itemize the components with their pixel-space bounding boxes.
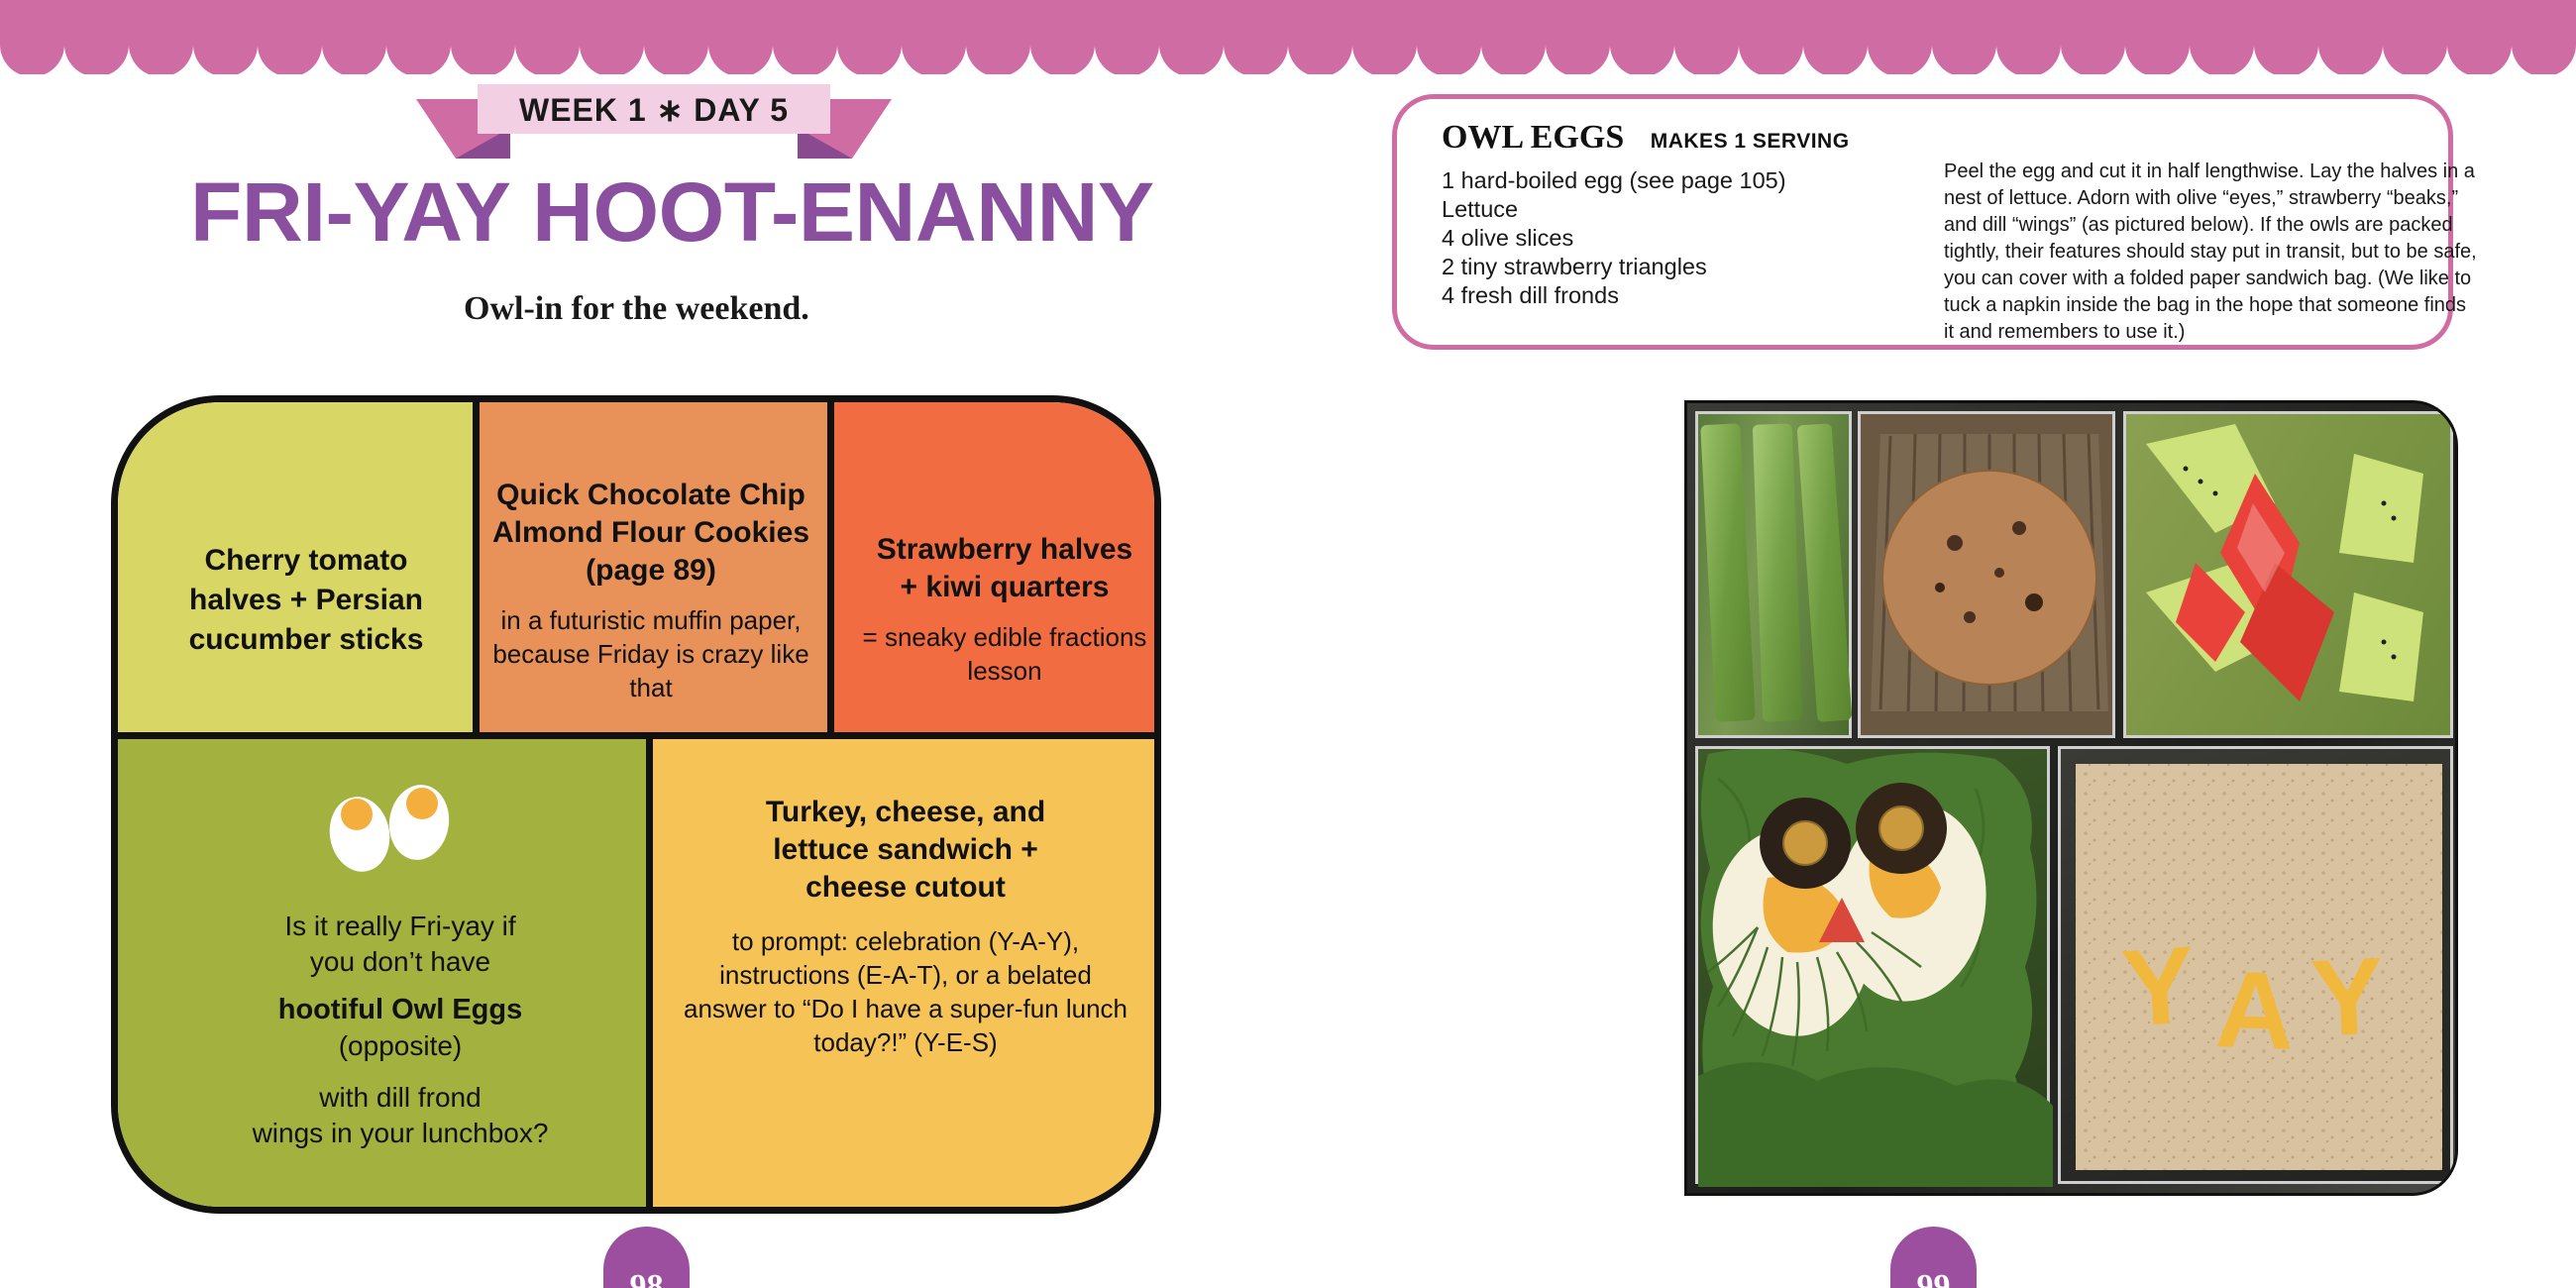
svg-text:Y: Y <box>2308 934 2388 1060</box>
svg-text:A: A <box>2213 948 2297 1073</box>
svg-text:Y: Y <box>2118 923 2200 1050</box>
